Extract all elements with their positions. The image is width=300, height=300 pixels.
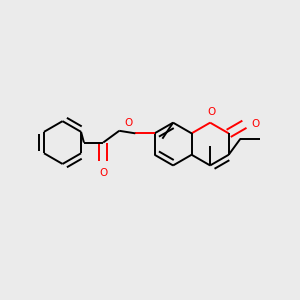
Text: O: O — [125, 118, 133, 128]
Text: O: O — [99, 168, 107, 178]
Text: O: O — [252, 119, 260, 129]
Text: O: O — [208, 107, 216, 117]
